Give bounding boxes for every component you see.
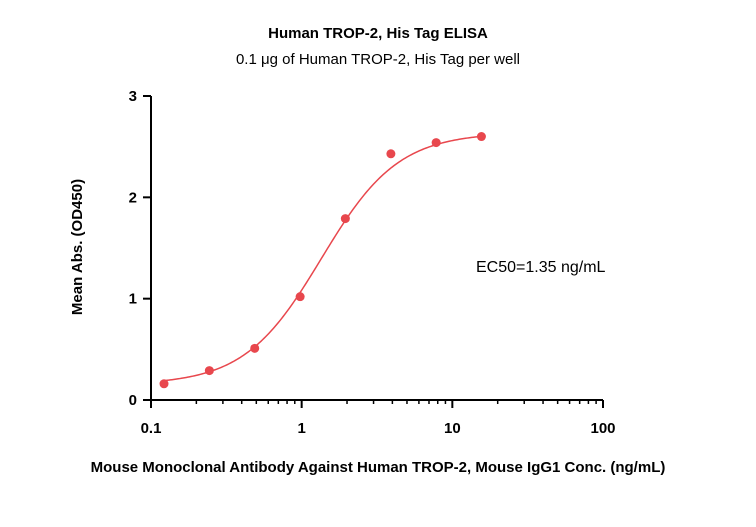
x-axis-label: Mouse Monoclonal Antibody Against Human … [91,459,666,476]
x-tick-label: 0.1 [141,420,162,437]
data-point [431,138,441,148]
fit-curve [163,135,482,382]
plot-area: 0.1 1 10 100 0 1 2 3 [129,88,616,437]
y-tick-label: 3 [129,88,137,105]
data-point [386,149,396,159]
chart-title: Human TROP-2, His Tag ELISA [268,25,488,42]
x-ticks: 0.1 1 10 100 [141,400,616,437]
data-point [204,366,214,376]
y-tick-label: 2 [129,189,137,206]
x-minor-ticks [195,400,597,404]
data-point [340,214,350,224]
data-point [159,379,169,389]
x-tick-label: 100 [590,420,615,437]
data-point [476,132,486,142]
x-tick-label: 10 [444,420,461,437]
ec50-annotation: EC50=1.35 ng/mL [476,259,606,276]
y-ticks: 0 1 2 3 [129,88,151,409]
y-tick-label: 1 [129,291,137,308]
chart-subtitle: 0.1 μg of Human TROP-2, His Tag per well [236,51,520,68]
data-point [250,343,260,353]
y-tick-label: 0 [129,392,137,409]
x-tick-label: 1 [297,420,305,437]
data-point [295,292,305,302]
data-points [159,132,486,389]
y-axis-label: Mean Abs. (OD450) [69,179,86,315]
